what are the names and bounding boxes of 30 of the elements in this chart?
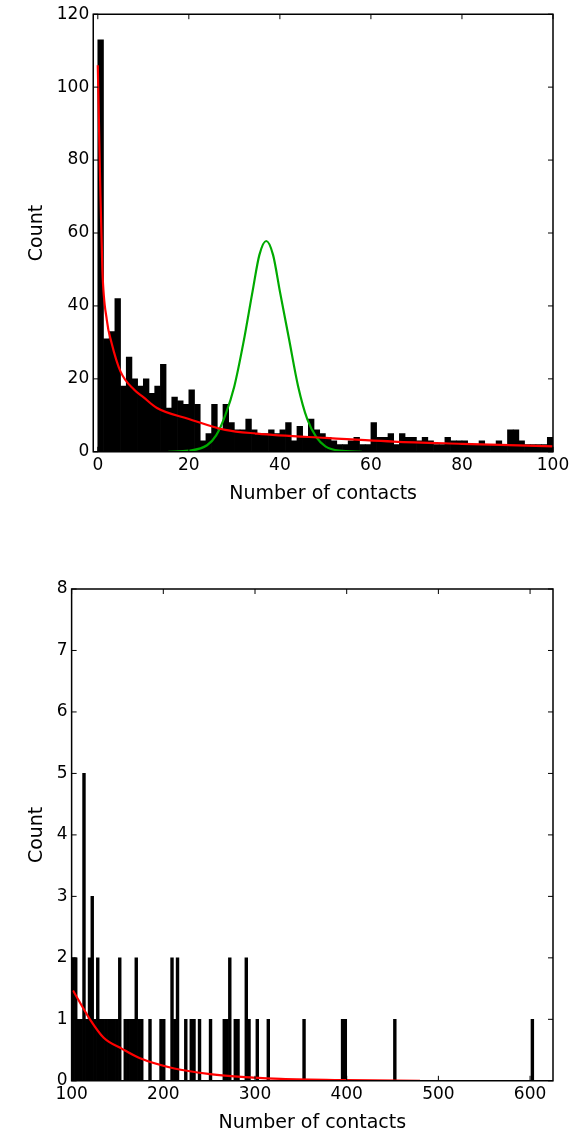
y-tick-label: 40 <box>67 294 90 315</box>
y-tick-label: 20 <box>67 367 90 388</box>
y-tick-label: 4 <box>56 823 68 844</box>
y-tick-label: 5 <box>56 761 68 782</box>
x-tick-label: 60 <box>360 454 382 475</box>
x-tick-label: 400 <box>330 1083 363 1104</box>
x-axis-title: Number of contacts <box>229 480 417 503</box>
x-tick-label: 0 <box>92 454 104 475</box>
y-tick-label: 80 <box>67 148 90 169</box>
y-tick-label: 1 <box>56 1007 68 1028</box>
y-tick-label: 8 <box>56 577 68 598</box>
y-axis-title: Count <box>24 806 47 864</box>
y-tick-label: 3 <box>56 884 68 905</box>
y-tick-label: 120 <box>56 2 90 23</box>
y-tick-label: 6 <box>56 700 68 721</box>
y-tick-label: 2 <box>56 946 68 967</box>
x-tick-label: 100 <box>536 454 570 475</box>
y-tick-label: 0 <box>78 440 90 461</box>
y-tick-label: 7 <box>56 638 68 659</box>
x-tick-label: 300 <box>238 1083 272 1104</box>
y-tick-label: 60 <box>67 221 90 242</box>
x-tick-label: 80 <box>451 454 473 475</box>
x-tick-label: 600 <box>513 1083 547 1104</box>
x-tick-label: 40 <box>269 454 291 475</box>
x-tick-label: 20 <box>178 454 200 475</box>
x-tick-label: 500 <box>422 1083 455 1104</box>
x-tick-label: 200 <box>147 1083 180 1104</box>
y-axis-title: Count <box>24 204 47 262</box>
y-tick-label: 100 <box>56 75 90 96</box>
x-axis-title: Number of contacts <box>218 1109 407 1132</box>
